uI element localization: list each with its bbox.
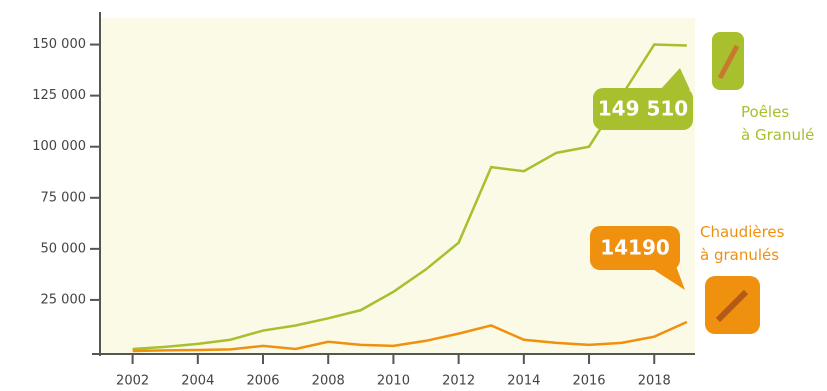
- x-tick-label: 2006: [246, 374, 279, 389]
- x-tick-label: 2018: [638, 374, 671, 389]
- icon-orange: [705, 276, 760, 334]
- y-tick-label: 150 000: [32, 37, 86, 52]
- legend-label: Chaudières à granulés: [700, 223, 785, 264]
- callout-orange-shape: [590, 226, 685, 290]
- y-tick-label: 100 000: [32, 139, 86, 154]
- x-tick-label: 2010: [377, 374, 410, 389]
- series-line: [132, 320, 688, 353]
- plot-area: [100, 18, 695, 354]
- callout-label: 149 510: [598, 97, 688, 121]
- y-tick-label: 75 000: [41, 190, 87, 205]
- x-tick-label: 2016: [572, 374, 605, 389]
- x-tick-label: 2012: [442, 374, 475, 389]
- x-tick-label: 2008: [312, 374, 345, 389]
- callout-label: 14190: [600, 236, 670, 260]
- callout-green-shape: [593, 68, 693, 130]
- icon-green: [712, 32, 744, 90]
- y-tick-label: 125 000: [32, 88, 86, 103]
- y-tick-label: 50 000: [41, 241, 87, 256]
- legend-label: Poêles à Granulé: [741, 103, 814, 144]
- y-tick-label: 25 000: [41, 292, 87, 307]
- series-line: [132, 43, 687, 351]
- x-tick-label: 2004: [181, 374, 214, 389]
- x-tick-label: 2002: [116, 374, 149, 389]
- x-tick-label: 2014: [507, 374, 540, 389]
